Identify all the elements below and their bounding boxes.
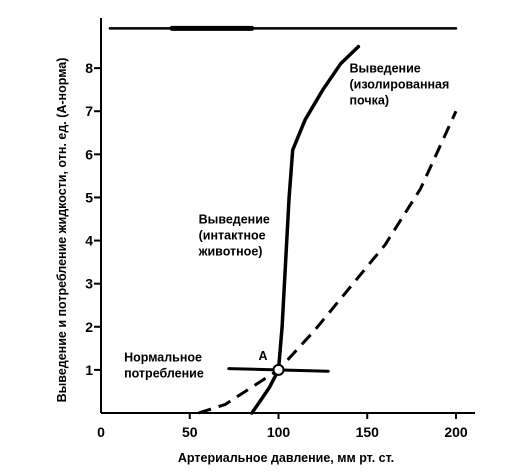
y-tick-label: 3: [85, 276, 93, 292]
x-tick-label: 150: [356, 424, 380, 440]
annotation-line: Выведение: [199, 212, 270, 226]
annotation-line: потребление: [124, 366, 204, 380]
annotation-line: Нормальное: [124, 350, 202, 364]
x-ticks: 0 50 100 150 200: [97, 413, 468, 440]
x-tick-label: 100: [267, 424, 291, 440]
annotation-line: животное): [198, 244, 263, 258]
y-tick-label: 2: [85, 319, 93, 335]
y-axis-title: Выведение и потребление жидкости, отн. е…: [55, 58, 69, 403]
equilibrium-point-label: A: [259, 349, 268, 363]
annotation-line: Выведение: [350, 61, 421, 75]
y-tick-label: 4: [85, 233, 93, 249]
annotation-line: почка): [350, 93, 390, 107]
series-line: [198, 110, 458, 415]
x-tick-label: 200: [444, 424, 468, 440]
equilibrium-point: [272, 363, 285, 376]
y-tick-label: 6: [85, 146, 93, 162]
x-tick-label: 0: [97, 424, 105, 440]
annotation-line: (интактное: [199, 228, 266, 242]
y-tick-label: 1: [85, 362, 93, 378]
y-tick-label: 5: [85, 189, 93, 205]
x-tick-label: 50: [182, 424, 198, 440]
annotation-line: (изолированная: [350, 77, 450, 91]
y-ticks: 1 2 3 4 5 6 7 8: [85, 60, 101, 378]
y-tick-label: 7: [85, 103, 93, 119]
series-line: [250, 44, 361, 415]
axes: [100, 18, 475, 414]
series-layer: A: [108, 25, 458, 415]
y-tick-label: 8: [85, 60, 93, 76]
x-axis-title: Артериальное давление, мм рт. ст.: [178, 451, 394, 465]
annotations: Выведение (изолированная почка) Выведение (и…: [124, 61, 449, 380]
